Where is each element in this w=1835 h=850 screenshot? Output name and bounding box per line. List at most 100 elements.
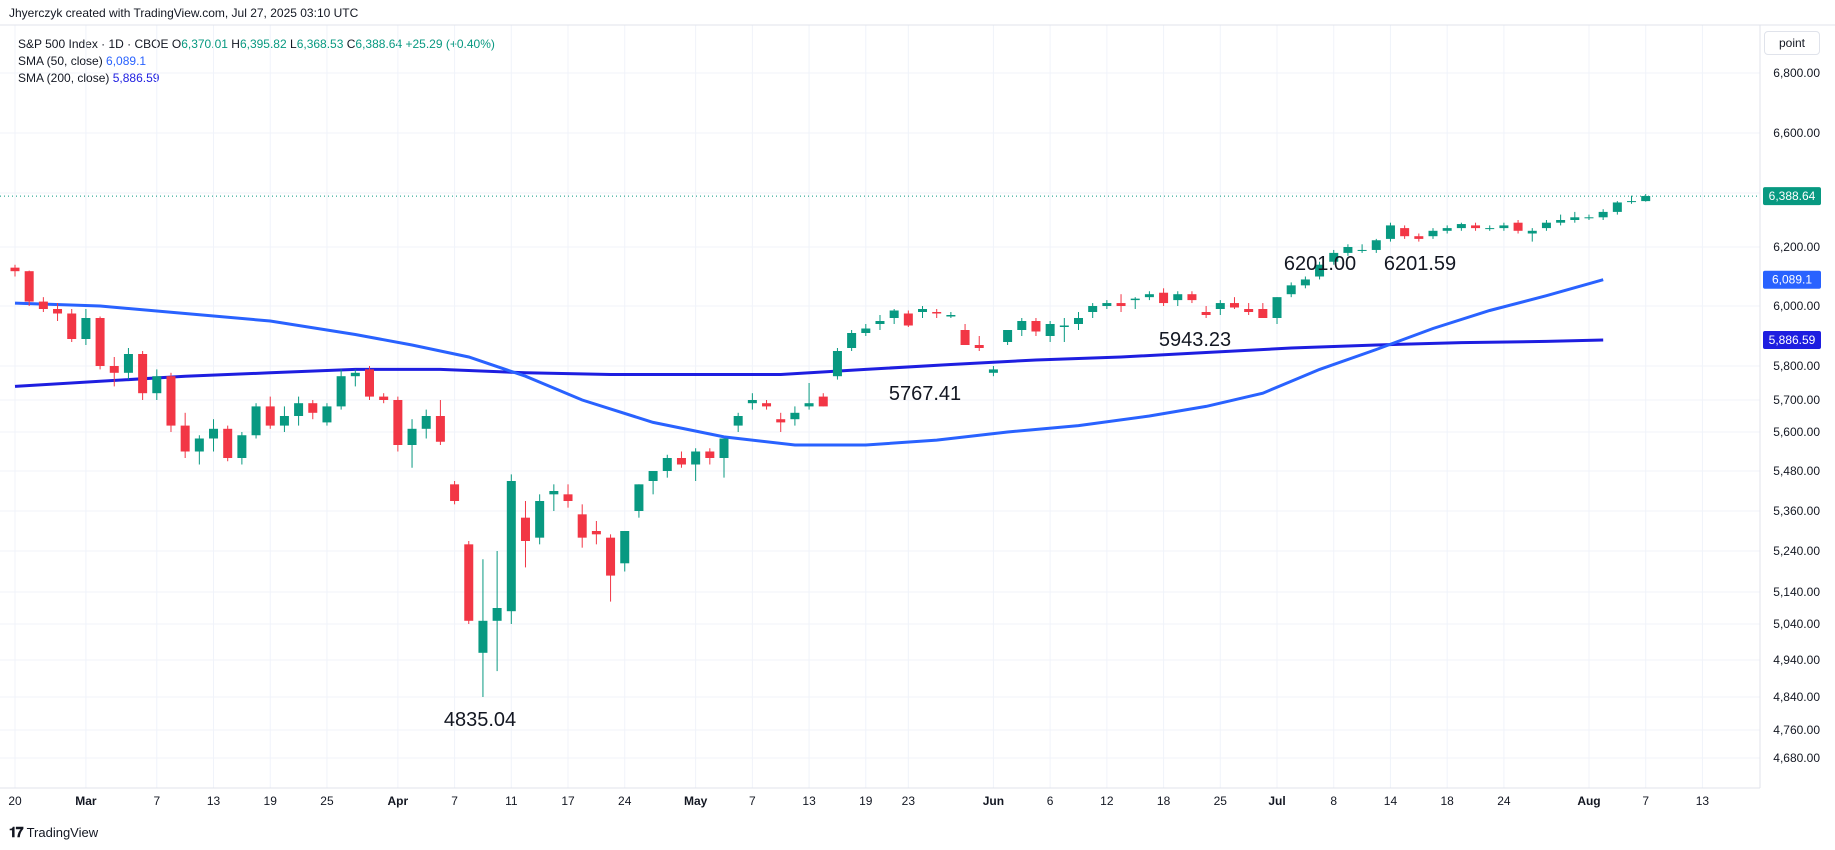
candle-body: [1116, 303, 1126, 306]
candle-body: [591, 531, 601, 535]
candle-body: [1187, 294, 1197, 301]
time-tick-label: 20: [8, 794, 22, 808]
scale-mode-button[interactable]: point: [1764, 31, 1820, 55]
candle-body: [634, 484, 644, 511]
candle-body: [365, 369, 374, 397]
time-tick-label: Aug: [1577, 794, 1600, 808]
candle-body: [818, 396, 828, 407]
time-tick-label: 7: [153, 794, 160, 808]
candle-body: [832, 351, 842, 377]
time-tick-label: Mar: [75, 794, 97, 808]
candle-body: [223, 428, 233, 458]
change-value: +25.29 (+0.40%): [405, 37, 495, 51]
open-value: 6,370.01: [181, 37, 228, 51]
candle-body: [1300, 279, 1310, 286]
time-tick-label: Jun: [983, 794, 1004, 808]
candle-body: [1556, 220, 1566, 223]
price-annotation: 5767.41: [889, 383, 961, 405]
candle-body: [1003, 330, 1013, 342]
low-label: L: [290, 37, 297, 51]
candle-body: [1385, 225, 1395, 239]
candle-body: [1102, 303, 1112, 306]
candle-body: [407, 428, 417, 445]
candle-body: [747, 400, 757, 404]
candle-body: [606, 537, 616, 576]
time-tick-label: 25: [1214, 794, 1228, 808]
time-tick-label: 19: [264, 794, 278, 808]
legend-sma200-row[interactable]: SMA (200, close) 5,886.59: [18, 70, 495, 87]
price-annotation: 6201.00: [1284, 253, 1356, 275]
candle-body: [1159, 292, 1169, 304]
sma200-badge-bg: [1763, 331, 1821, 350]
candle-body: [1641, 195, 1651, 202]
candle-body: [1527, 230, 1537, 234]
candle-body: [265, 406, 275, 426]
candle-body: [1215, 303, 1225, 309]
price-tick-label: 4,680.00: [1773, 751, 1820, 765]
time-tick-label: 24: [1497, 794, 1511, 808]
candle-body: [1144, 294, 1154, 298]
attribution: Jhyerczyk created with TradingView.com, …: [9, 6, 359, 20]
candle-body: [889, 310, 899, 318]
candle-body: [705, 451, 715, 458]
time-tick-label: 17: [561, 794, 575, 808]
candle-body: [1442, 228, 1452, 231]
price-tick-label: 6,600.00: [1773, 126, 1820, 140]
candle-body: [123, 354, 133, 373]
candle-body: [762, 403, 772, 407]
candle-body: [464, 544, 474, 621]
candle-body: [152, 376, 162, 394]
price-tick-label: 5,240.00: [1773, 544, 1820, 558]
time-tick-label: 13: [207, 794, 221, 808]
candle-body: [279, 416, 289, 426]
close-value: 6,388.64: [355, 37, 403, 51]
tradingview-logo-icon: 𝟏𝟕: [9, 824, 24, 840]
candle-body: [379, 396, 389, 400]
sma200-value: 5,886.59: [112, 71, 160, 85]
candle-body: [492, 608, 502, 621]
time-tick-label: 13: [802, 794, 816, 808]
candle-body: [676, 458, 686, 465]
candle-body: [1201, 312, 1211, 315]
candle-body: [875, 321, 885, 324]
price-tick-label: 5,800.00: [1773, 359, 1820, 373]
candle-body: [1130, 298, 1140, 301]
candle-body: [918, 309, 928, 312]
candle-body: [350, 372, 360, 377]
candle-body: [81, 318, 91, 339]
candle-body: [1627, 201, 1637, 203]
candle-body: [1400, 228, 1410, 237]
high-label: H: [231, 37, 240, 51]
time-tick-label: 13: [1696, 794, 1710, 808]
time-tick-label: 18: [1157, 794, 1171, 808]
candle-body: [95, 318, 105, 366]
candle-body: [1229, 303, 1239, 308]
candle-body: [1258, 309, 1268, 318]
candle-body: [10, 267, 20, 272]
candle-body: [662, 458, 672, 471]
time-tick-label: 6: [1047, 794, 1054, 808]
candle-body: [804, 403, 814, 407]
price-chart[interactable]: 6,800.006,600.006,400.006,200.006,000.00…: [0, 0, 1835, 815]
candle-body: [138, 354, 148, 394]
candle-body: [1074, 318, 1083, 324]
candle-body: [549, 491, 559, 495]
time-tick-label: 23: [902, 794, 916, 808]
candle-body: [520, 517, 530, 541]
candle-body: [1414, 236, 1424, 239]
candle-body: [38, 301, 48, 309]
symbol-name[interactable]: S&P 500 Index · 1D · CBOE: [18, 37, 169, 51]
time-tick-label: 19: [859, 794, 873, 808]
candle-body: [719, 438, 729, 458]
candle-body: [847, 333, 857, 348]
candle-body: [1584, 217, 1594, 219]
time-tick-label: 7: [749, 794, 756, 808]
last-price-badge-bg: [1763, 187, 1821, 206]
legend-sma50-row[interactable]: SMA (50, close) 6,089.1: [18, 53, 495, 70]
time-tick-label: 8: [1330, 794, 1337, 808]
candle-body: [861, 328, 871, 333]
candle-body: [1357, 249, 1367, 251]
candle-body: [506, 481, 516, 612]
time-tick-label: 7: [1642, 794, 1649, 808]
candle-body: [478, 620, 488, 653]
